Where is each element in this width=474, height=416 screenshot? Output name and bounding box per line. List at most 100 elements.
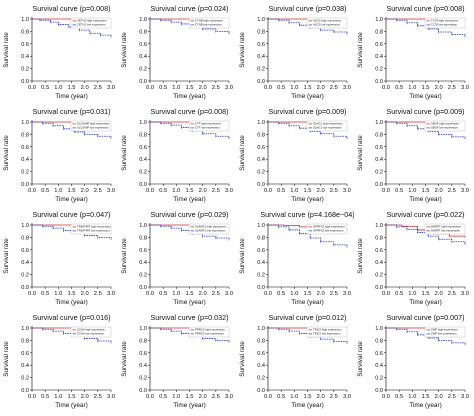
y-tick-label: 0.6 bbox=[375, 145, 383, 151]
y-tick-label: 1.0 bbox=[375, 17, 383, 23]
x-tick-label: 1.0 bbox=[290, 85, 298, 91]
y-tick-label: 0.2 bbox=[257, 376, 265, 382]
y-axis-label: Survival rate bbox=[3, 341, 10, 377]
x-tick-label: 2.5 bbox=[94, 394, 102, 400]
x-tick-label: 1.5 bbox=[421, 188, 429, 194]
x-tick-label: 2.0 bbox=[317, 188, 325, 194]
x-tick-label: 0.5 bbox=[395, 85, 403, 91]
y-tick-label: 0.4 bbox=[21, 157, 29, 163]
y-tick-label: 0.4 bbox=[257, 54, 265, 60]
y-tick-label: 0.4 bbox=[375, 157, 383, 163]
y-axis-label: Survival rate bbox=[239, 238, 246, 274]
x-tick-label: 1.5 bbox=[303, 291, 311, 297]
legend-label: TC78 low expression bbox=[431, 23, 458, 27]
x-tick-label: 1.0 bbox=[408, 291, 416, 297]
x-tick-label: 1.0 bbox=[290, 188, 298, 194]
x-tick-label: 0.5 bbox=[395, 291, 403, 297]
legend-box bbox=[188, 17, 230, 29]
survival-chart-3: Survival curve (p=0.038) 0.0 0.2 0.4 0.6 0.8 1… bbox=[239, 4, 351, 100]
x-tick-label: 1.0 bbox=[290, 394, 298, 400]
chart-title: Survival curve (p=0.008) bbox=[386, 4, 464, 13]
x-tick-label: 3.0 bbox=[461, 291, 469, 297]
x-tick-label: 0.5 bbox=[41, 188, 49, 194]
y-tick-label: 1.0 bbox=[257, 223, 265, 229]
survival-chart-1: Survival curve (p=0.008) 0.0 0.2 0.4 0.6 0.8 1… bbox=[3, 4, 115, 100]
y-tick-label: 0.2 bbox=[21, 273, 29, 279]
x-tick-label: 2.0 bbox=[199, 188, 207, 194]
y-tick-label: 0.4 bbox=[139, 363, 147, 369]
y-tick-label: 0.6 bbox=[21, 145, 29, 151]
y-tick-label: 0.0 bbox=[257, 285, 265, 291]
chart-title: Survival curve (p=4.168e−04) bbox=[260, 210, 354, 219]
x-axis-label: Time (year) bbox=[55, 196, 87, 203]
y-tick-label: 0.4 bbox=[21, 363, 29, 369]
x-tick-label: 1.0 bbox=[172, 291, 180, 297]
legend-box bbox=[424, 120, 466, 132]
legend-label: CCN4 low expression bbox=[77, 332, 104, 336]
x-tick-label: 3.0 bbox=[343, 394, 351, 400]
y-tick-label: 0.8 bbox=[139, 29, 147, 35]
x-tick-label: 1.0 bbox=[290, 291, 298, 297]
chart-title: Survival curve (p=0.007) bbox=[386, 313, 464, 322]
x-tick-label: 3.0 bbox=[107, 85, 115, 91]
x-tick-label: 2.5 bbox=[94, 85, 102, 91]
x-tick-label: 0.0 bbox=[264, 291, 272, 297]
x-tick-label: 0.5 bbox=[395, 394, 403, 400]
y-tick-label: 1.0 bbox=[375, 120, 383, 126]
y-tick-label: 0.6 bbox=[257, 42, 265, 48]
y-tick-label: 0.6 bbox=[257, 248, 265, 254]
y-tick-label: 0.8 bbox=[21, 132, 29, 138]
y-tick-label: 0.8 bbox=[139, 132, 147, 138]
x-tick-label: 1.0 bbox=[408, 85, 416, 91]
x-axis-label: Time (year) bbox=[409, 299, 441, 306]
y-tick-label: 0.6 bbox=[257, 145, 265, 151]
x-tick-label: 2.5 bbox=[330, 188, 338, 194]
y-axis-label: Survival rate bbox=[357, 135, 364, 171]
x-tick-label: 0.0 bbox=[146, 291, 154, 297]
legend-label: SBOF low expression bbox=[431, 126, 458, 130]
x-tick-label: 0.5 bbox=[395, 188, 403, 194]
x-tick-label: 2.0 bbox=[435, 85, 443, 91]
y-tick-label: 1.0 bbox=[21, 17, 29, 23]
legend-label: ZWP high expression bbox=[431, 328, 458, 332]
legend-box bbox=[306, 223, 348, 235]
x-tick-label: 2.5 bbox=[448, 188, 456, 194]
y-tick-label: 0.4 bbox=[257, 260, 265, 266]
y-tick-label: 0.0 bbox=[139, 388, 147, 394]
y-axis-label: Survival rate bbox=[239, 341, 246, 377]
y-tick-label: 0.6 bbox=[257, 351, 265, 357]
x-tick-label: 1.5 bbox=[67, 394, 75, 400]
y-tick-label: 0.6 bbox=[139, 351, 147, 357]
y-tick-label: 1.0 bbox=[375, 326, 383, 332]
legend-label: SLAMF1 low expression bbox=[195, 229, 226, 233]
x-tick-label: 2.5 bbox=[448, 85, 456, 91]
y-tick-label: 0.6 bbox=[375, 248, 383, 254]
x-tick-label: 1.5 bbox=[185, 291, 193, 297]
survival-chart-13: Survival curve (p=0.016) 0.0 0.2 0.4 0.6 0.8 1… bbox=[3, 313, 115, 409]
survival-chart-10: Survival curve (p=0.029) 0.0 0.2 0.4 0.6 0.8 1… bbox=[121, 210, 233, 306]
legend-label: ASCS low expression bbox=[313, 23, 340, 27]
y-axis-label: Survival rate bbox=[239, 32, 246, 68]
x-tick-label: 2.0 bbox=[317, 291, 325, 297]
x-tick-label: 2.5 bbox=[448, 394, 456, 400]
y-tick-label: 0.6 bbox=[139, 145, 147, 151]
x-tick-label: 0.5 bbox=[41, 394, 49, 400]
x-axis-label: Time (year) bbox=[291, 402, 323, 409]
x-tick-label: 2.0 bbox=[435, 291, 443, 297]
y-tick-label: 0.2 bbox=[257, 273, 265, 279]
x-tick-label: 2.5 bbox=[212, 188, 220, 194]
legend-label: PRRC2 low expression bbox=[195, 332, 224, 336]
y-tick-label: 0.0 bbox=[257, 79, 265, 85]
y-tick-label: 0.8 bbox=[375, 235, 383, 241]
x-tick-label: 2.0 bbox=[199, 85, 207, 91]
y-tick-label: 0.8 bbox=[139, 338, 147, 344]
y-tick-label: 1.0 bbox=[375, 223, 383, 229]
y-tick-label: 0.8 bbox=[257, 132, 265, 138]
x-tick-label: 0.0 bbox=[264, 85, 272, 91]
legend-label: PRRC2 high expression bbox=[195, 328, 225, 332]
x-tick-label: 0.0 bbox=[264, 188, 272, 194]
y-tick-label: 1.0 bbox=[257, 17, 265, 23]
x-tick-label: 0.0 bbox=[382, 291, 390, 297]
x-tick-label: 0.0 bbox=[28, 188, 36, 194]
